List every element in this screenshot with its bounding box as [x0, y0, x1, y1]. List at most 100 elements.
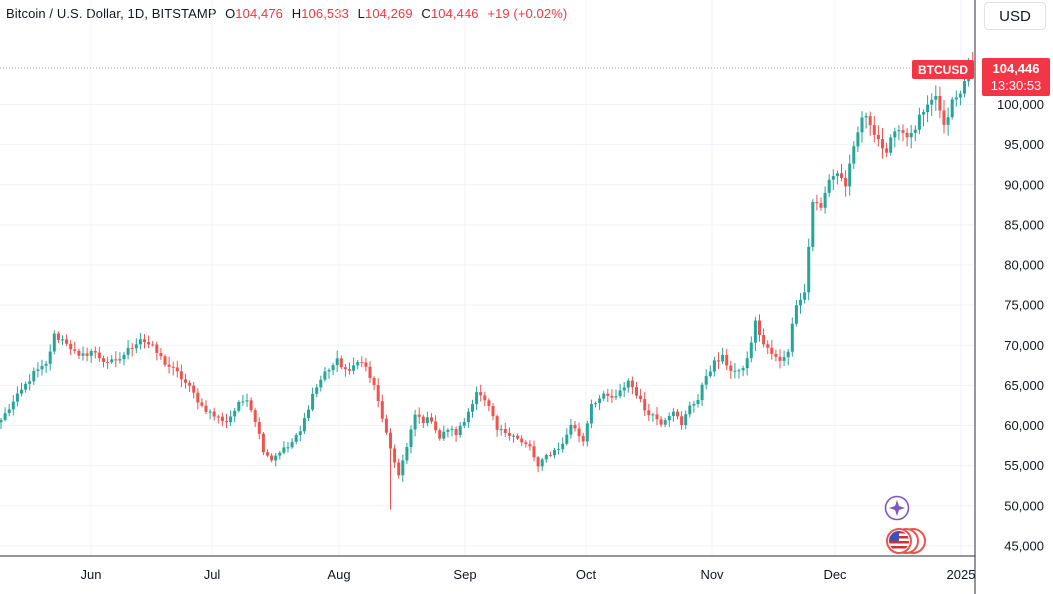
- time-tick-label: 2025: [947, 567, 976, 582]
- candle-body: [950, 99, 954, 118]
- candle-body: [651, 414, 655, 416]
- candle-body: [220, 416, 224, 422]
- candle-body: [315, 387, 319, 394]
- candle-body: [163, 356, 167, 365]
- price-tag: BTCUSD 104,446 13:30:53: [912, 58, 1050, 96]
- candle-body: [922, 112, 925, 115]
- candle-body: [840, 173, 843, 178]
- us-flag-events-icon[interactable]: [886, 528, 926, 554]
- candle-body: [261, 433, 265, 453]
- open-label: O: [225, 6, 236, 21]
- candle-body: [831, 176, 835, 180]
- candle-body: [758, 320, 761, 336]
- price-tick-label: 90,000: [1004, 177, 1044, 192]
- candle-body: [684, 414, 688, 426]
- candle-body: [225, 421, 228, 423]
- candle-body: [237, 401, 241, 411]
- candle-body: [376, 385, 380, 402]
- change-value: +19 (+0.02%): [487, 6, 568, 21]
- candle-body: [65, 339, 69, 344]
- candle-body: [425, 417, 429, 424]
- candle-body: [36, 369, 40, 371]
- candle-body: [257, 422, 261, 434]
- candle-body: [233, 410, 237, 417]
- candle-body: [917, 114, 921, 130]
- candle-body: [790, 323, 794, 352]
- candle-body: [926, 104, 930, 113]
- candle-body: [294, 435, 298, 442]
- price-axis[interactable]: 100,000 95,000 90,000 85,000 80,000 75,000 70,…: [997, 97, 1044, 553]
- candle-body: [520, 438, 524, 443]
- candle-body: [122, 354, 126, 360]
- candle-body: [372, 377, 376, 386]
- candle-body: [893, 131, 897, 138]
- candle-body: [807, 246, 811, 293]
- low-value: 104,269: [364, 6, 413, 21]
- candle-body: [44, 363, 48, 366]
- candle-body: [700, 384, 704, 400]
- candle-body: [606, 393, 610, 396]
- candle-body: [647, 410, 651, 416]
- candle-body: [196, 392, 200, 403]
- time-axis[interactable]: Jun Jul Aug Sep Oct Nov Dec 2025: [81, 567, 976, 582]
- candle-body: [954, 97, 958, 100]
- candle-body: [11, 401, 15, 410]
- candle-body: [544, 455, 548, 460]
- candle-body: [909, 132, 913, 138]
- candle-body: [811, 201, 815, 247]
- candle-body: [548, 455, 552, 457]
- candle-body: [409, 429, 413, 448]
- candle-body: [573, 424, 577, 429]
- time-tick-label: Aug: [327, 567, 350, 582]
- sparkle-icon[interactable]: [884, 495, 910, 521]
- candle-body: [450, 429, 454, 431]
- candle-body: [540, 459, 544, 467]
- candle-body: [7, 409, 11, 414]
- candle-body: [389, 432, 392, 449]
- candle-body: [762, 335, 766, 345]
- candle-body: [278, 452, 282, 456]
- candle-body: [618, 390, 622, 397]
- candle-body: [581, 435, 585, 442]
- candle-body: [32, 370, 36, 382]
- candle-body: [384, 418, 388, 433]
- candle-body: [85, 353, 89, 356]
- candle-body: [610, 395, 614, 398]
- candle-body: [397, 462, 401, 476]
- symbol-title[interactable]: Bitcoin / U.S. Dollar, 1D, BITSTAMP: [6, 6, 217, 21]
- candle-body: [138, 339, 142, 345]
- candle-body: [28, 381, 32, 384]
- open-value: 104,476: [235, 6, 283, 21]
- price-tick-label: 65,000: [1004, 378, 1044, 393]
- candle-body: [782, 357, 786, 361]
- candle-body: [216, 416, 220, 418]
- candle-body: [495, 416, 499, 430]
- candle-body: [835, 173, 839, 177]
- candle-body: [753, 320, 757, 343]
- candle-body: [274, 455, 278, 461]
- candle-body: [343, 367, 347, 370]
- candle-body: [106, 361, 110, 363]
- candle-body: [856, 132, 860, 147]
- currency-button[interactable]: USD: [984, 2, 1046, 30]
- candle-body: [15, 393, 19, 402]
- candle-body: [134, 344, 138, 349]
- candle-body: [192, 385, 196, 393]
- candle-body: [815, 201, 819, 204]
- candle-body: [81, 353, 85, 356]
- candle-body: [729, 365, 733, 371]
- candle-body: [528, 444, 532, 447]
- candle-body: [229, 416, 233, 423]
- candle-body: [212, 411, 216, 417]
- candle-body: [364, 362, 368, 367]
- candle-body: [93, 351, 97, 353]
- candle-body: [643, 399, 647, 411]
- candle-body: [442, 431, 446, 439]
- candle-body: [327, 370, 331, 372]
- candle-body: [188, 382, 192, 386]
- time-tick-label: Sep: [453, 567, 476, 582]
- candle-body: [512, 435, 515, 437]
- candle-body: [823, 192, 827, 208]
- candle-body: [471, 404, 474, 412]
